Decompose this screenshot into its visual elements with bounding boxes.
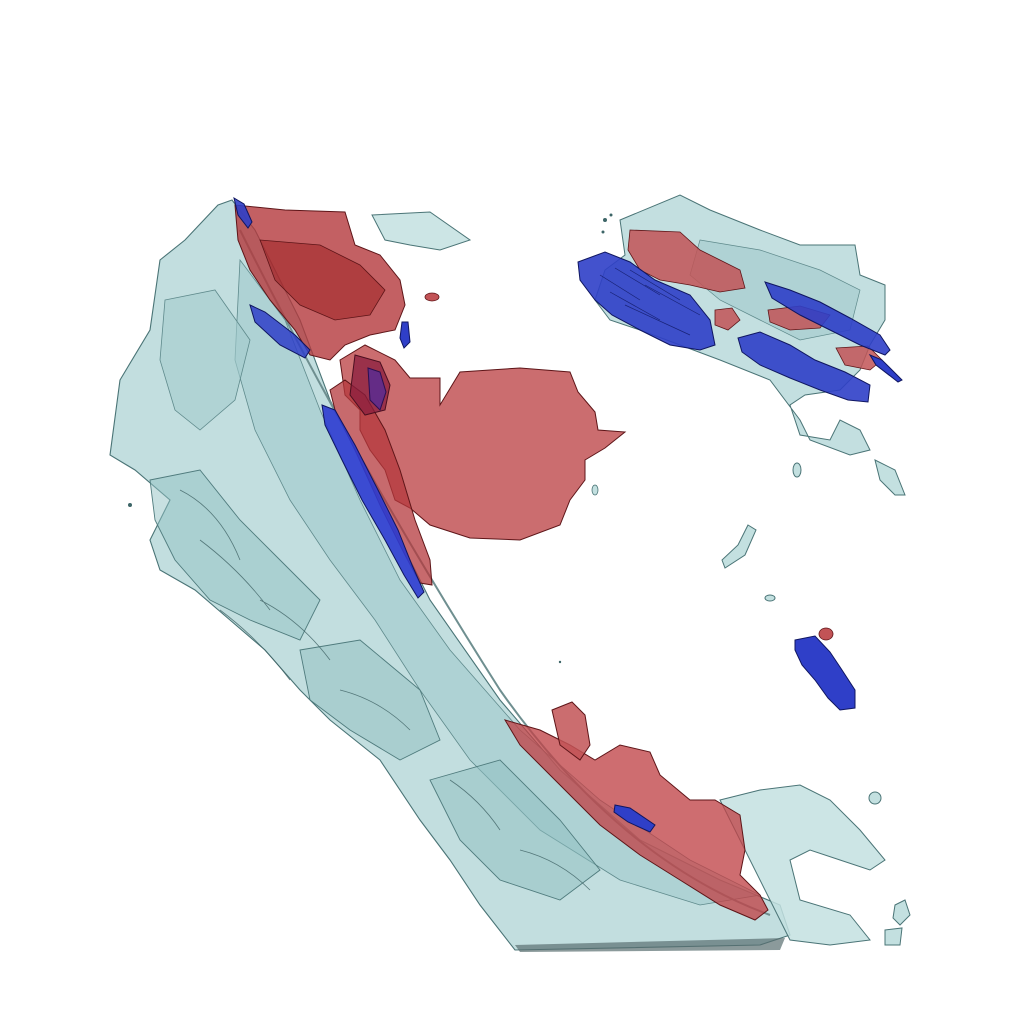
blue-long-streak xyxy=(321,404,425,599)
speck-a xyxy=(603,218,607,222)
speck-d xyxy=(128,503,132,507)
teal-shell-top-small xyxy=(371,211,472,251)
teal-ur-speck-4 xyxy=(892,899,911,926)
teal-ur-speck-1 xyxy=(792,462,802,478)
teal-contour-lines xyxy=(179,489,591,891)
teal-ur-speck-3 xyxy=(868,791,882,805)
teal-shell-bottom-edge xyxy=(515,938,785,952)
blue-ur-shard-hatch xyxy=(599,267,701,336)
red-lower-cap xyxy=(551,701,591,761)
teal-shell-inner-2 xyxy=(159,289,251,431)
teal-shell-lower-right xyxy=(719,784,886,946)
teal-ur-drip-1 xyxy=(874,459,906,496)
blue-top-sliver xyxy=(233,196,253,229)
blue-ur-needle xyxy=(868,353,903,383)
blue-small-tab xyxy=(399,321,411,349)
blue-ur-shard-1 xyxy=(577,251,716,351)
blue-small-cap xyxy=(367,367,387,411)
blue-field-layer xyxy=(233,196,903,833)
blue-ur-shard-3 xyxy=(764,281,891,356)
teal-shell-inner-3 xyxy=(149,469,321,641)
speck-c xyxy=(601,230,605,234)
blue-upper-strip xyxy=(249,304,311,359)
blue-isolated-blob xyxy=(794,635,856,711)
speck-e xyxy=(558,660,562,664)
blue-ur-shard-2 xyxy=(737,331,871,403)
blue-lower-pill xyxy=(613,804,656,833)
teal-ur-drip-2 xyxy=(721,524,757,569)
teal-ur-speck-2 xyxy=(764,594,776,602)
speck-b xyxy=(609,213,613,217)
red-ur-patch-1 xyxy=(627,229,746,293)
speck-f xyxy=(591,484,599,496)
red-top-left-inner xyxy=(259,239,386,321)
red-speck-1 xyxy=(424,292,440,302)
teal-ur-speck-5 xyxy=(884,927,903,946)
red-speck-2 xyxy=(818,627,834,641)
teal-shell-inner-4 xyxy=(299,639,441,761)
red-ur-patch-2 xyxy=(714,307,741,331)
speck-layer xyxy=(128,213,613,664)
